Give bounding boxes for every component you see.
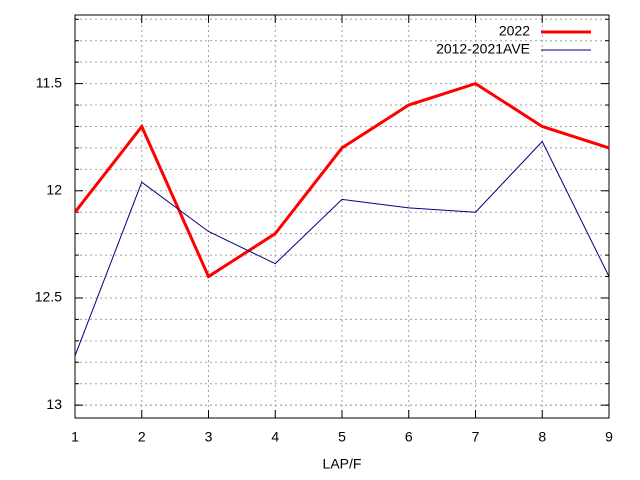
x-tick-label: 2 [138,429,146,445]
x-tick-label: 4 [271,429,279,445]
y-tick-label: 12 [46,181,62,197]
legend-label: 2022 [499,23,530,39]
y-tick-label: 12.5 [35,289,62,305]
x-tick-label: 8 [538,429,546,445]
y-tick-label: 11.5 [36,74,62,90]
x-axis-label: LAP/F [323,456,362,472]
x-tick-label: 3 [205,429,213,445]
legend-label: 2012-2021AVE [436,41,530,57]
x-tick-label: 9 [605,429,613,445]
series-line [74,140,610,357]
x-tick-label: 5 [338,429,346,445]
series-line [73,81,610,279]
x-tick-label: 6 [405,429,413,445]
plot-frame [74,14,610,419]
x-tick-label: 1 [71,429,79,445]
x-tick-label: 7 [472,429,480,445]
y-tick-label: 13 [46,396,62,412]
